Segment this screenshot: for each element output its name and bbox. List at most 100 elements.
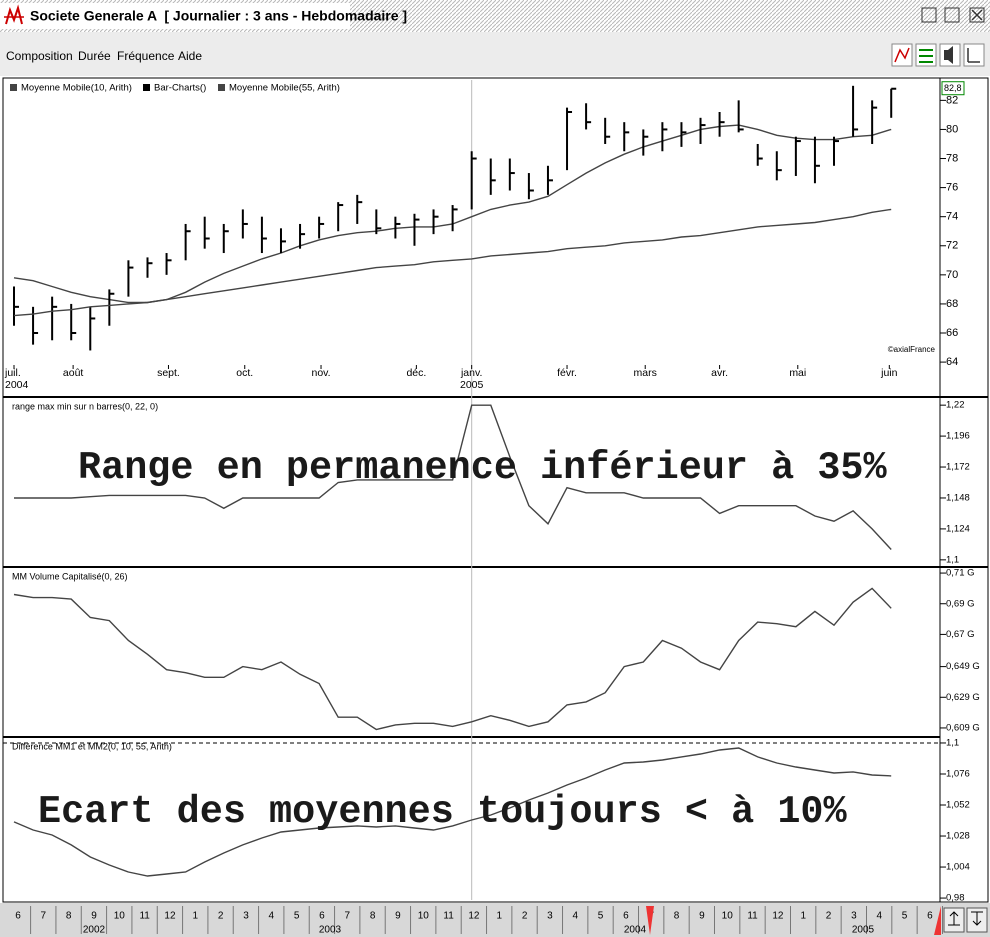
y-tick-label: 0,649 G (946, 661, 980, 672)
x-tick-label: sept. (157, 367, 180, 379)
nav-month: 5 (294, 911, 300, 922)
y-tick-label: 64 (946, 356, 958, 368)
y-tick-label: 78 (946, 152, 958, 164)
y-tick-label: 1,028 (946, 831, 970, 842)
legend-swatch (10, 84, 17, 91)
nav-month: 2 (522, 911, 528, 922)
window-buttons[interactable] (921, 7, 985, 23)
x-year-label: 2005 (460, 379, 484, 391)
nav-month: 4 (572, 911, 578, 922)
y-tick-label: 66 (946, 327, 958, 339)
chart-area (2, 77, 989, 903)
annotation: Ecart des moyennes toujours < à 10% (38, 790, 848, 834)
y-tick-label: 1,1 (946, 737, 959, 748)
nav-month: 6 (927, 911, 933, 922)
nav-month: 10 (418, 911, 430, 922)
moving-average-line (13, 208, 892, 317)
y-tick-label: 1,148 (946, 492, 970, 503)
y-tick-label: 76 (946, 182, 958, 194)
x-tick-label: oct. (236, 367, 253, 379)
x-tick-label: déc. (406, 367, 426, 379)
nav-year: 2004 (624, 925, 647, 936)
indicator-line (13, 587, 892, 731)
title-bg (0, 3, 350, 29)
close-button[interactable] (969, 7, 985, 23)
y-tick-label: 0,67 G (946, 629, 975, 640)
y-tick-label: 0,609 G (946, 722, 980, 733)
x-tick-label: août (63, 367, 84, 379)
nav-month: 7 (345, 911, 351, 922)
y-tick-label: 74 (946, 211, 958, 223)
nav-year: 2003 (319, 925, 342, 936)
nav-month: 6 (319, 911, 325, 922)
nav-year: 2005 (852, 925, 875, 936)
legend-swatch (218, 84, 225, 91)
nav-month: 8 (66, 911, 72, 922)
nav-month: 3 (851, 911, 857, 922)
nav-month: 9 (91, 911, 97, 922)
nav-year: 2002 (83, 925, 106, 936)
app-icon (4, 4, 24, 25)
y-tick-label: 1,076 (946, 769, 970, 780)
x-tick-label: juil. (4, 367, 21, 379)
menu-item[interactable]: Composition (6, 49, 73, 63)
nav-month: 11 (443, 911, 454, 922)
nav-month: 10 (722, 911, 734, 922)
nav-month: 1 (193, 911, 199, 922)
navigator[interactable] (0, 903, 990, 937)
y-tick-label: 70 (946, 269, 958, 281)
menu-bar (0, 32, 990, 76)
y-tick-label: 1,1 (946, 554, 959, 565)
source-label: ©axialFrance (888, 345, 936, 354)
x-year-label: 2004 (5, 379, 29, 391)
nav-month: 4 (876, 911, 882, 922)
maximize-button[interactable] (944, 7, 960, 23)
nav-month: 9 (699, 911, 705, 922)
restore-button[interactable] (921, 7, 937, 23)
y-tick-label: 1,172 (946, 462, 970, 473)
nav-month: 6 (623, 911, 629, 922)
y-tick-label: 1,22 (946, 400, 965, 411)
nav-marker (934, 906, 941, 935)
tool-button[interactable] (891, 43, 913, 67)
last-value-box (941, 81, 965, 96)
indicator-name: Différence MM1 et MM2(0, 10, 55, Arith) (12, 741, 172, 751)
nav-month: 12 (164, 911, 176, 922)
nav-month: 7 (41, 911, 47, 922)
x-tick-label: févr. (557, 367, 577, 379)
nav-month: 12 (772, 911, 784, 922)
y-tick-label: 0,98 (946, 893, 965, 904)
y-tick-label: 80 (946, 123, 958, 135)
nav-month: 3 (243, 911, 249, 922)
y-tick-label: 82 (946, 94, 958, 106)
nav-month: 2 (826, 911, 832, 922)
legend-label: Moyenne Mobile(10, Arith) (21, 83, 132, 94)
x-tick-label: avr. (711, 367, 728, 379)
y-tick-label: 1,052 (946, 800, 970, 811)
nav-month: 11 (139, 911, 150, 922)
last-value-label: 82,8 (944, 83, 962, 93)
x-tick-label: juin (880, 367, 898, 379)
y-tick-label: 0,71 G (946, 568, 975, 579)
nav-marker (646, 906, 654, 935)
nav-month: 3 (547, 911, 553, 922)
nav-month: 8 (674, 911, 680, 922)
menu-item[interactable]: Aide (178, 49, 202, 63)
tool-button[interactable] (963, 43, 985, 67)
y-tick-label: 1,124 (946, 523, 970, 534)
indicator-name: MM Volume Capitalisé(0, 26) (12, 571, 128, 581)
menu-item[interactable]: Fréquence (117, 49, 175, 63)
indicator-name: range max min sur n barres(0, 22, 0) (12, 401, 158, 411)
y-tick-label: 0,629 G (946, 692, 980, 703)
y-tick-label: 68 (946, 298, 958, 310)
nav-month: 6 (15, 911, 21, 922)
menu-item[interactable]: Durée (78, 49, 111, 63)
y-tick-label: 1,196 (946, 431, 970, 442)
legend-swatch (143, 84, 150, 91)
nav-month: 8 (370, 911, 376, 922)
nav-month: 1 (496, 911, 502, 922)
nav-month: 2 (218, 911, 224, 922)
legend-label: Bar-Charts() (154, 83, 206, 94)
toolbar[interactable] (891, 43, 985, 67)
annotation: Range en permanence inférieur à 35% (78, 446, 888, 490)
